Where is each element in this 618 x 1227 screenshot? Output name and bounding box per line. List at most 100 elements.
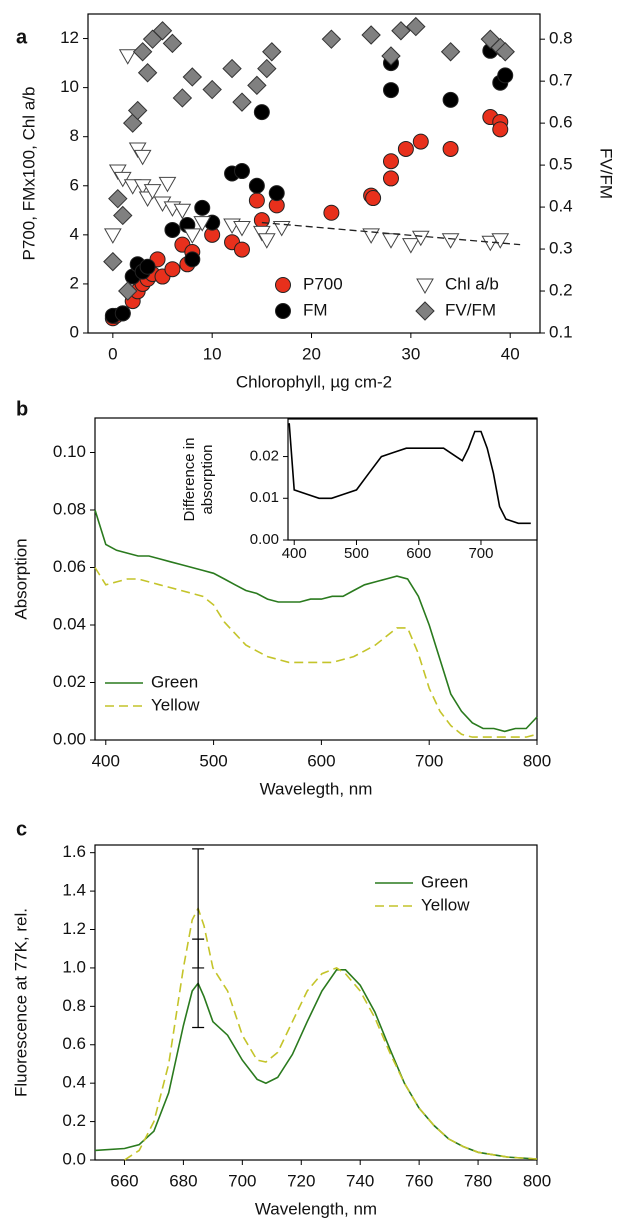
marker xyxy=(183,228,202,244)
marker xyxy=(184,251,201,268)
x-tick-label: 700 xyxy=(228,1171,256,1190)
x-tick-label: 720 xyxy=(287,1171,315,1190)
marker xyxy=(441,233,460,249)
x-tick-label: 740 xyxy=(346,1171,374,1190)
marker xyxy=(495,42,515,62)
y-tick-label: 0.10 xyxy=(53,442,86,461)
y-tick-label: 10 xyxy=(60,77,79,96)
marker xyxy=(442,91,459,108)
marker xyxy=(152,21,173,41)
x-tick-label: 600 xyxy=(406,545,431,562)
marker xyxy=(162,33,183,54)
x-tick-label: 500 xyxy=(344,545,369,562)
marker xyxy=(381,46,401,66)
marker xyxy=(233,241,250,258)
x-tick-label: 800 xyxy=(523,751,551,770)
y2-tick-label: 0.3 xyxy=(549,239,573,258)
marker xyxy=(492,121,509,138)
marker xyxy=(391,21,411,41)
marker xyxy=(406,16,426,37)
legend-marker xyxy=(275,303,291,319)
y-tick-label: 0.00 xyxy=(250,531,279,548)
y-tick-label: 0.08 xyxy=(53,499,86,518)
y-tick-label: 4 xyxy=(70,224,79,243)
marker xyxy=(194,199,211,216)
y-tick-label: 1.4 xyxy=(62,881,86,900)
x-tick-label: 400 xyxy=(282,545,307,562)
x-tick-label: 680 xyxy=(169,1171,197,1190)
marker xyxy=(268,185,285,202)
y-tick-label: 6 xyxy=(70,175,79,194)
marker xyxy=(365,190,382,207)
x-tick-label: 40 xyxy=(501,344,520,363)
marker xyxy=(442,140,459,157)
y2-tick-label: 0.4 xyxy=(549,197,573,216)
y2-tick-label: 0.6 xyxy=(549,113,573,132)
marker xyxy=(103,228,122,244)
marker xyxy=(382,170,399,187)
marker xyxy=(139,258,156,275)
marker xyxy=(233,163,250,180)
marker xyxy=(114,305,131,322)
legend-marker xyxy=(275,277,291,293)
plot-frame xyxy=(87,13,541,334)
marker xyxy=(127,100,148,121)
marker xyxy=(321,29,342,49)
marker xyxy=(233,220,251,237)
marker xyxy=(118,281,138,301)
marker xyxy=(361,25,381,45)
marker xyxy=(118,49,137,65)
x-tick-label: 30 xyxy=(401,344,420,363)
marker xyxy=(232,92,252,112)
y-tick-label: 0.06 xyxy=(53,557,86,576)
marker xyxy=(132,42,153,62)
y-tick-label: 8 xyxy=(70,126,79,145)
legend-label: Yellow xyxy=(151,695,200,714)
legend-label: FV/FM xyxy=(445,300,496,319)
x-tick-label: 760 xyxy=(405,1171,433,1190)
marker xyxy=(491,233,510,249)
y-tick-label: 12 xyxy=(60,28,79,47)
y-tick-label: 0.6 xyxy=(62,1034,86,1053)
marker xyxy=(172,88,193,108)
marker xyxy=(440,42,461,62)
marker xyxy=(382,82,399,99)
marker xyxy=(108,188,128,209)
plot-frame xyxy=(287,418,538,541)
legend-marker xyxy=(415,301,435,321)
plot-frame xyxy=(94,417,538,741)
marker xyxy=(248,177,265,194)
y-tick-label: 1.2 xyxy=(62,919,86,938)
x-tick-label: 500 xyxy=(199,751,227,770)
x-tick-label: 10 xyxy=(203,344,222,363)
x-tick-label: 0 xyxy=(108,344,117,363)
marker xyxy=(202,79,222,100)
x-tick-label: 780 xyxy=(464,1171,492,1190)
legend-label: Yellow xyxy=(421,895,470,914)
y-tick-label: 0 xyxy=(70,322,79,341)
y2-tick-label: 0.5 xyxy=(549,155,573,174)
marker xyxy=(222,58,242,79)
marker xyxy=(257,58,277,79)
panel-label: a xyxy=(16,26,28,48)
y-tick-label: 0.4 xyxy=(62,1073,86,1092)
y2-axis-title: FV/FM xyxy=(597,148,616,199)
legend-label: Chl a/b xyxy=(445,274,499,293)
marker xyxy=(103,251,123,272)
marker xyxy=(323,204,340,221)
x-tick-label: 800 xyxy=(523,1171,551,1190)
marker xyxy=(257,233,276,249)
x-tick-label: 600 xyxy=(307,751,335,770)
x-axis-title: Wavelegth, nm xyxy=(260,779,373,798)
marker xyxy=(173,203,192,220)
x-tick-label: 660 xyxy=(110,1171,138,1190)
legend-marker xyxy=(416,278,434,295)
panel-label: b xyxy=(16,398,28,420)
inset-y-axis-title: Difference in xyxy=(181,438,198,522)
marker xyxy=(113,205,133,226)
marker xyxy=(182,67,203,87)
marker xyxy=(382,153,399,170)
y-tick-label: 0.01 xyxy=(250,489,279,506)
legend-label: Green xyxy=(421,872,468,891)
